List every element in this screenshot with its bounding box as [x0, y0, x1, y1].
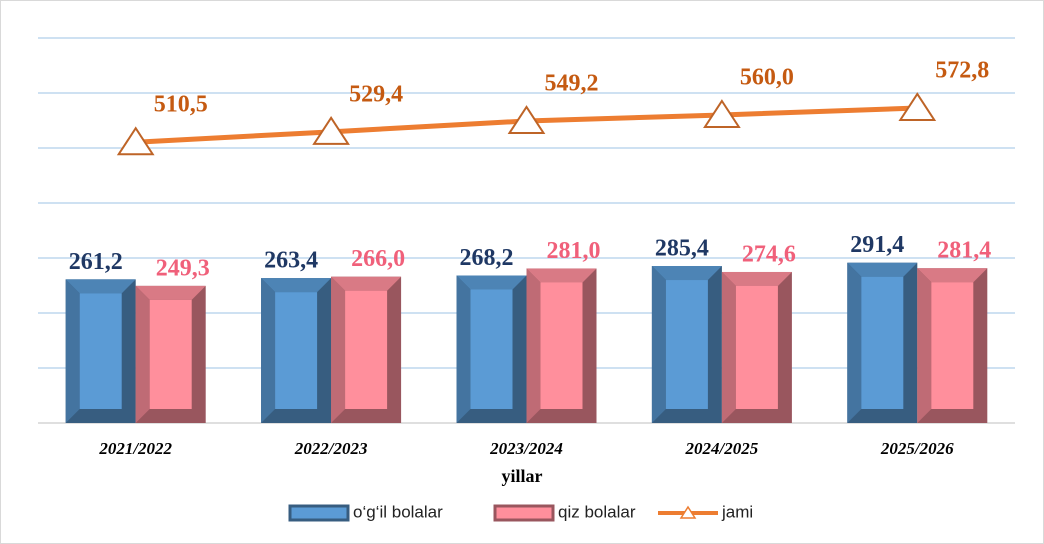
bar-face — [540, 282, 583, 409]
bar-bevel — [135, 285, 150, 423]
bar-face — [345, 290, 388, 409]
x-tick-label: 2025/2026 — [880, 439, 954, 458]
bar-bevel — [651, 266, 666, 423]
data-label: 529,4 — [349, 81, 403, 107]
line-marker — [312, 116, 350, 145]
data-label: 560,0 — [740, 65, 794, 91]
bar-bevel — [526, 268, 541, 423]
bar-bevel — [65, 279, 80, 423]
legend-swatch — [288, 504, 350, 522]
data-label: 261,2 — [69, 249, 123, 275]
data-label: 549,2 — [545, 70, 599, 96]
bar-bevel — [65, 279, 136, 294]
bar-bevel — [456, 275, 527, 290]
line-marker — [116, 126, 155, 156]
line-marker — [898, 92, 937, 121]
legend-label: jami — [721, 502, 753, 521]
bar-face — [470, 289, 513, 409]
bar-bevel — [331, 276, 346, 423]
bar-bevel — [456, 275, 471, 423]
x-tick-label: 2023/2024 — [489, 439, 563, 458]
data-label: 572,8 — [935, 57, 989, 83]
bar-face — [931, 282, 974, 409]
bar-bevel — [721, 271, 736, 423]
data-label: 263,4 — [264, 248, 318, 274]
legend-swatch — [679, 505, 697, 519]
bar-bevel — [261, 278, 276, 423]
bar-bevel — [331, 276, 402, 291]
legend-swatch — [493, 504, 555, 522]
data-label: 274,6 — [742, 241, 796, 267]
x-axis-label: yillar — [502, 466, 543, 486]
bar-bevel — [847, 262, 862, 423]
data-label: 510,5 — [154, 92, 208, 118]
data-label: 249,3 — [156, 255, 210, 281]
bar-face — [275, 292, 318, 409]
data-label: 285,4 — [655, 236, 709, 262]
data-label: 281,0 — [547, 238, 601, 264]
bar-bevel — [917, 268, 932, 423]
bar-bevel — [261, 278, 332, 293]
data-label: 266,0 — [351, 246, 405, 272]
bar-bevel — [651, 266, 722, 281]
bar-face — [735, 285, 778, 409]
bar-face — [79, 293, 122, 409]
data-label: 268,2 — [460, 245, 514, 271]
x-tick-label: 2024/2025 — [685, 439, 759, 458]
x-tick-label: 2022/2023 — [294, 439, 368, 458]
bar-bevel — [917, 268, 988, 283]
bar-bevel — [526, 268, 597, 283]
line-marker — [703, 99, 741, 128]
bar-bevel — [721, 271, 792, 286]
bar-face — [861, 276, 904, 409]
x-tick-label: 2021/2022 — [98, 439, 172, 458]
bar-bevel — [135, 285, 206, 300]
legend-label: o‘g‘il bolalar — [353, 502, 443, 521]
bar-bevel — [847, 262, 918, 277]
data-label: 281,4 — [937, 238, 991, 264]
data-label: 291,4 — [850, 232, 904, 258]
legend-label: qiz bolalar — [558, 502, 636, 521]
bar-face — [665, 280, 708, 409]
bar-face — [149, 299, 192, 409]
line-marker — [507, 105, 546, 134]
